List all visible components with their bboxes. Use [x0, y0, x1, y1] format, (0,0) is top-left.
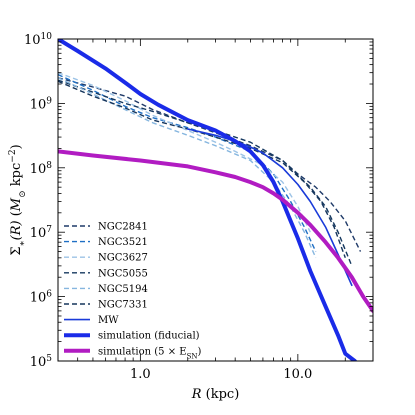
legend: NGC2841 NGC3521 NGC3627 NGC5055 NGC5194 NGC73…	[64, 222, 202, 360]
legend-label: NGC3521	[98, 237, 148, 248]
legend-item-ngc2841: NGC2841	[64, 222, 148, 233]
x-tick-label: 1.0	[130, 367, 151, 382]
series-line-ngc3627	[58, 72, 311, 233]
legend-label: NGC5194	[98, 284, 148, 295]
y-tick-label: 109	[30, 96, 53, 112]
legend-item-mw: MW	[64, 315, 119, 326]
y-tick-label: 1010	[24, 32, 52, 48]
series-line-simulation-fiducial	[58, 39, 357, 361]
y-tick-label: 106	[30, 290, 53, 306]
plot-frame	[57, 38, 374, 362]
legend-label: simulation (fiducial)	[98, 331, 200, 342]
legend-item-ngc3627: NGC3627	[64, 253, 148, 264]
series-line-ngc7331	[58, 80, 346, 259]
legend-item-simulation-fiducial: simulation (fiducial)	[64, 331, 200, 342]
ticks-layer: 1.0 10.0 105 106 107 108 109 1010	[24, 32, 374, 382]
x-axis-label: R (kpc)	[191, 387, 240, 402]
x-tick-label: 10.0	[283, 367, 312, 382]
legend-label: NGC7331	[98, 300, 148, 311]
y-tick-label: 108	[30, 161, 53, 177]
legend-item-ngc3521: NGC3521	[64, 237, 148, 248]
y-tick-label: 107	[30, 225, 53, 241]
legend-label: NGC5055	[98, 268, 148, 279]
legend-item-simulation-5-e-sn: simulation (5 × ESN)	[64, 346, 202, 360]
series-line-ngc5194	[58, 77, 317, 259]
legend-label: NGC3627	[98, 253, 148, 264]
legend-item-ngc7331: NGC7331	[64, 300, 148, 311]
y-axis-label: Σ∗(R) (M⊙ kpc−2)	[8, 144, 28, 255]
legend-label: simulation (5 × ESN)	[98, 346, 202, 360]
series-line-simulation-5-e-sn	[58, 149, 373, 313]
legend-item-ngc5194: NGC5194	[64, 284, 148, 295]
series-layer	[58, 39, 373, 361]
legend-item-ngc5055: NGC5055	[64, 268, 148, 279]
series-line-ngc2841	[58, 77, 362, 252]
y-tick-label: 105	[30, 354, 53, 370]
legend-label: MW	[98, 315, 119, 326]
series-line-ngc5055	[58, 79, 353, 267]
legend-label: NGC2841	[98, 222, 148, 233]
